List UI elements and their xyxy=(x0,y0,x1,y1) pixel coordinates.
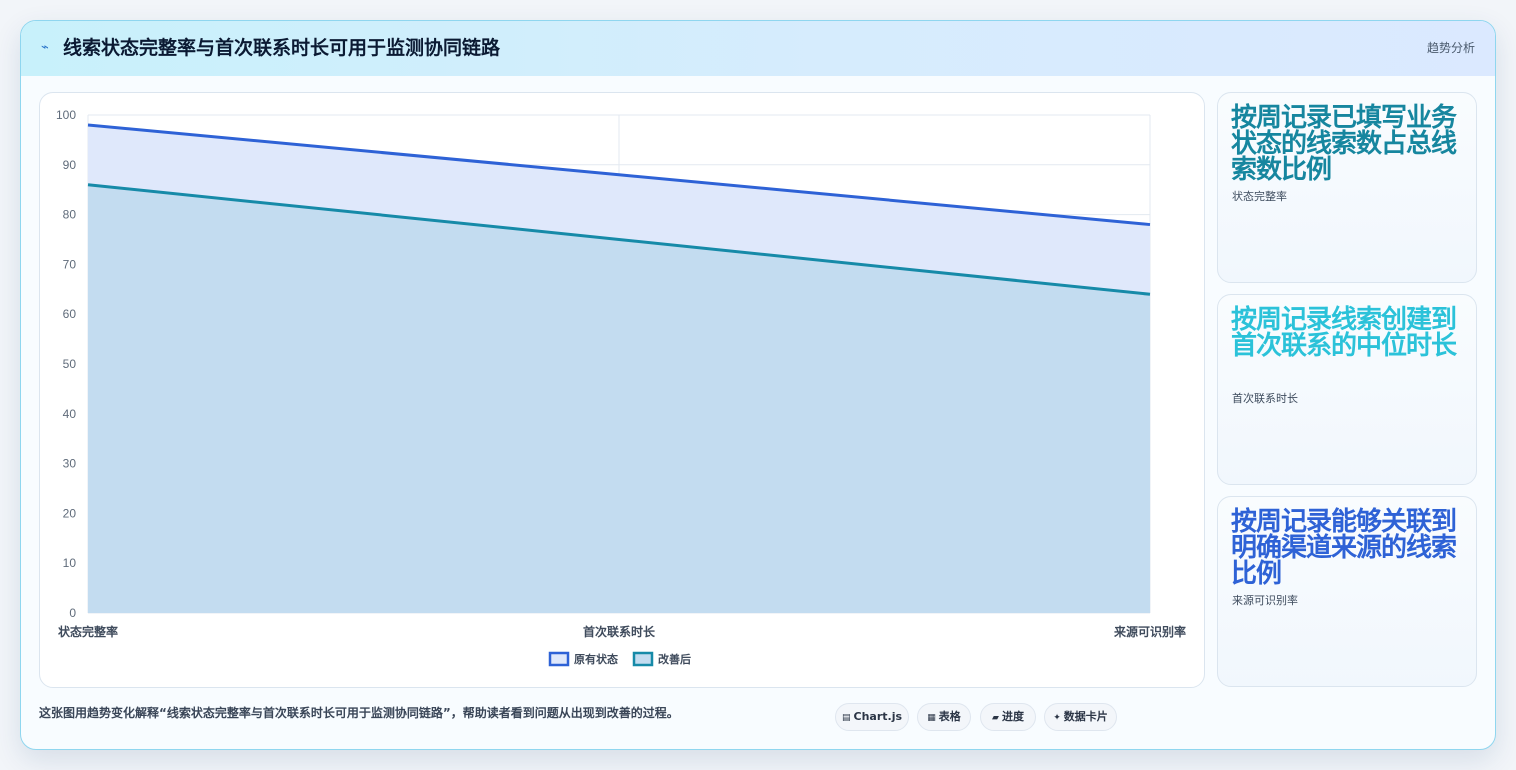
metric-card-subtitle: 来源可识别率 xyxy=(1232,594,1298,607)
chip-chartjs[interactable]: ▤ Chart.js xyxy=(835,703,909,731)
series-line-1 xyxy=(87,123,1151,227)
chip-table[interactable]: ▦ 表格 xyxy=(917,703,971,731)
legend-swatch xyxy=(548,651,570,667)
table-icon: ▦ xyxy=(927,713,936,723)
legend-swatch xyxy=(632,651,654,667)
chart-description: 这张图用趋势变化解释“线索状态完整率与首次联系时长可用于监测协同链路”，帮助读者… xyxy=(39,706,679,720)
y-tick-label: 30 xyxy=(63,457,77,471)
y-tick-label: 60 xyxy=(63,307,77,321)
category-tag: 趋势分析 xyxy=(1426,41,1475,55)
metric-card-subtitle: 状态完整率 xyxy=(1232,190,1287,203)
x-tick-label: 来源可识别率 xyxy=(1113,624,1186,639)
x-tick-label: 首次联系时长 xyxy=(583,624,656,639)
y-tick-label: 40 xyxy=(63,407,77,421)
y-tick-label: 20 xyxy=(63,506,77,520)
metric-card-title: 按周记录已填写业务状态的线索数占总线索数比例 xyxy=(1231,102,1457,184)
area-chart: 0 10 20 30 40 50 60 70 80 90 100 状态完整率 首次联系时长 来源可识别率原… xyxy=(56,108,1186,667)
chart-panel: 0 10 20 30 40 50 60 70 80 90 100 状态完整率 首次联系时长 来源可识别率原… xyxy=(39,92,1205,688)
metric-card-source: 按周记录能够关联到明确渠道来源的线索比例 来源可识别率 xyxy=(1217,496,1477,687)
series-area-2 xyxy=(88,184,1150,613)
trend-card: ⌁ 线索状态完整率与首次联系时长可用于监测协同链路 趋势分析 0 10 20 30 40… xyxy=(20,20,1496,750)
sparkle-icon: ✦ xyxy=(1053,713,1061,723)
x-tick-label: 状态完整率 xyxy=(58,624,118,639)
chip-label: 数据卡片 xyxy=(1063,710,1108,723)
legend-label: 改善后 xyxy=(658,652,691,666)
series-line-2 xyxy=(87,183,1151,296)
chip-data-cards[interactable]: ✦ 数据卡片 xyxy=(1044,703,1117,731)
y-tick-label: 10 xyxy=(63,556,77,570)
y-tick-label: 0 xyxy=(69,606,76,620)
y-tick-label: 80 xyxy=(63,208,77,222)
metric-card-subtitle: 首次联系时长 xyxy=(1232,392,1298,405)
y-tick-label: 90 xyxy=(63,158,77,172)
y-tick-label: 50 xyxy=(63,357,77,371)
metric-card-status: 按周记录已填写业务状态的线索数占总线索数比例 状态完整率 xyxy=(1217,92,1477,283)
page-title: 线索状态完整率与首次联系时长可用于监测协同链路 xyxy=(63,37,501,59)
legend-label: 原有状态 xyxy=(574,652,618,666)
y-tick-label: 70 xyxy=(63,257,77,271)
metric-card-first-contact: 按周记录线索创建到首次联系的中位时长 首次联系时长 xyxy=(1217,294,1477,485)
chip-label: 表格 xyxy=(938,710,961,723)
card-header: ⌁ 线索状态完整率与首次联系时长可用于监测协同链路 趋势分析 xyxy=(21,21,1495,76)
progress-icon: ▰ xyxy=(992,713,999,723)
chip-label: Chart.js xyxy=(853,710,903,723)
metric-card-title: 按周记录线索创建到首次联系的中位时长 xyxy=(1231,304,1457,360)
trend-icon: ⌁ xyxy=(41,40,49,55)
y-tick-label: 100 xyxy=(56,108,76,122)
chip-label: 进度 xyxy=(1001,710,1024,723)
chart-icon: ▤ xyxy=(841,713,851,723)
metric-card-title: 按周记录能够关联到明确渠道来源的线索比例 xyxy=(1231,506,1457,588)
chip-progress[interactable]: ▰ 进度 xyxy=(980,703,1036,731)
